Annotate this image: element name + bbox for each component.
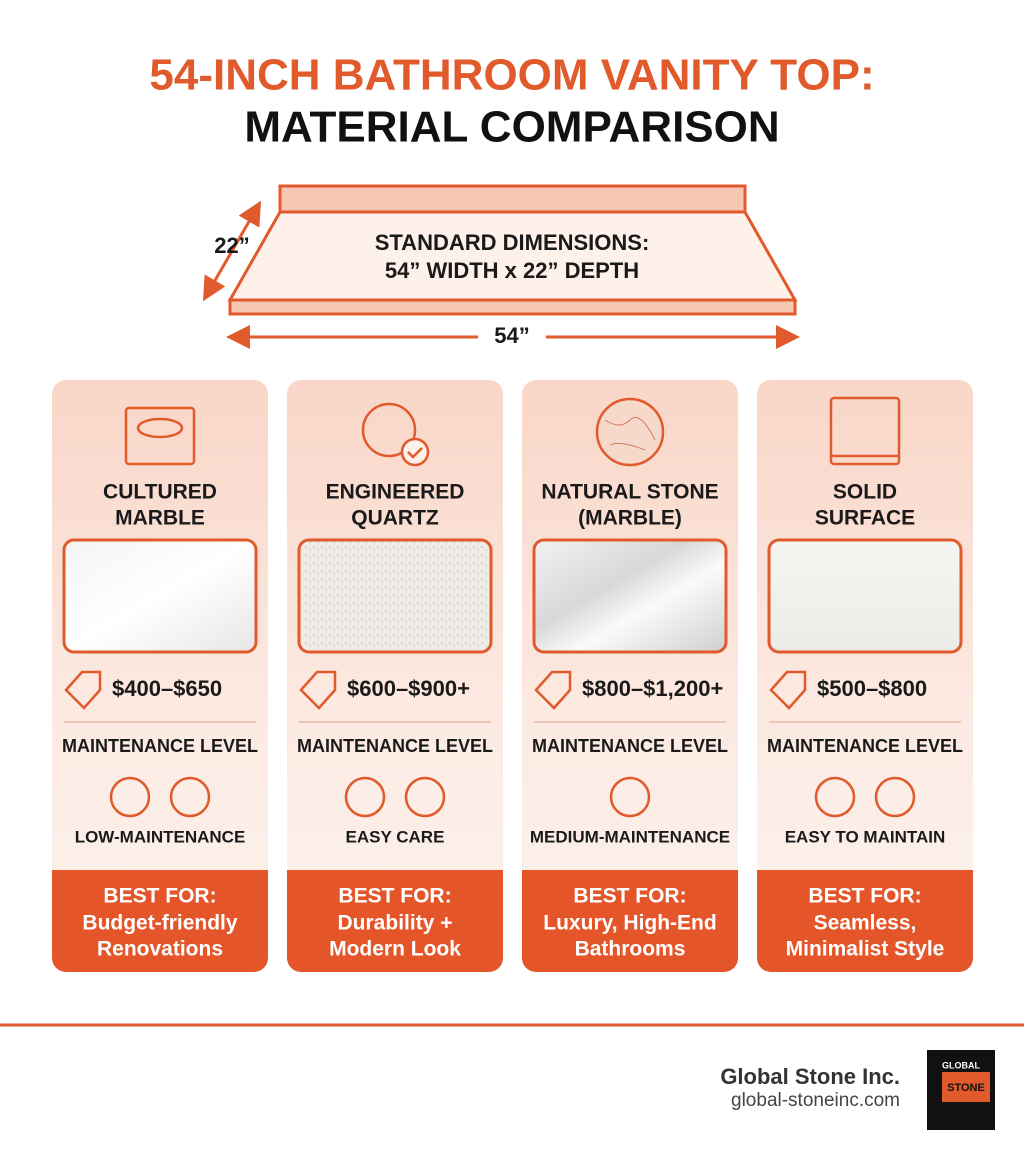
best-for-heading: BEST FOR: [338, 885, 451, 908]
company-url: global-stoneinc.com [731, 1090, 900, 1111]
maintenance-icon [109, 776, 151, 818]
maintenance-level: EASY CARE [346, 827, 445, 846]
material-name: QUARTZ [351, 507, 439, 530]
best-for-text: Budget-friendly [82, 912, 237, 935]
icon [407, 447, 423, 459]
price-tag-icon [64, 670, 102, 710]
dimension-caption: 54” WIDTH x 22” DEPTH [385, 258, 639, 283]
material-name: SOLID [833, 481, 897, 504]
icon [361, 402, 417, 458]
title-line: MATERIAL COMPARISON [244, 103, 779, 152]
maintenance-level: LOW-MAINTENANCE [75, 827, 246, 846]
slab-diagram [202, 184, 800, 349]
logo-text: GLOBAL [942, 1060, 980, 1070]
icon [136, 417, 184, 439]
material-swatch [532, 538, 728, 654]
best-for-heading: BEST FOR: [808, 885, 921, 908]
material-card: CULTURED MARBLE $400–$650 MAINTENANCE LEVEL… [52, 380, 268, 972]
material-name: NATURAL STONE [541, 481, 718, 504]
best-for-text: Luxury, High-End [543, 912, 716, 935]
width-label: 54” [494, 323, 529, 348]
best-for-text: Seamless, [814, 912, 917, 935]
best-for-heading: BEST FOR: [103, 885, 216, 908]
material-name: ENGINEERED [326, 481, 465, 504]
material-swatch [297, 538, 493, 654]
maintenance-level: MEDIUM-MAINTENANCE [530, 827, 730, 846]
best-for-heading: BEST FOR: [573, 885, 686, 908]
price: $800–$1,200+ [582, 676, 723, 701]
price-tag-icon [769, 670, 807, 710]
material-card: ENGINEERED QUARTZ $600–$900+ MAINTENANCE LE… [287, 380, 503, 972]
maintenance-icon [344, 776, 386, 818]
icon [604, 417, 656, 451]
material-card: NATURAL STONE (MARBLE) $800–$1,200+ MAINTEN… [522, 380, 738, 972]
material-card: SOLID SURFACE $500–$800 MAINTENANCE LEVEL EA… [757, 380, 973, 972]
icon [124, 406, 196, 466]
card-background [522, 380, 738, 972]
maintenance-label: MAINTENANCE LEVEL [297, 736, 493, 756]
logo-shape [942, 1072, 990, 1102]
price-tag-icon [534, 670, 572, 710]
material-name: SURFACE [815, 507, 915, 530]
icon [595, 397, 665, 467]
best-for-text: Minimalist Style [786, 938, 945, 961]
cards: CULTURED MARBLE $400–$650 MAINTENANCE LEVEL… [52, 380, 973, 972]
price: $500–$800 [817, 676, 927, 701]
maintenance-icon [169, 776, 211, 818]
maintenance-label: MAINTENANCE LEVEL [767, 736, 963, 756]
card-background [287, 380, 503, 972]
material-swatch [62, 538, 258, 654]
icon [400, 437, 430, 467]
price: $400–$650 [112, 676, 222, 701]
maintenance-level: EASY TO MAINTAIN [785, 827, 946, 846]
dimension-caption: STANDARD DIMENSIONS: [375, 230, 650, 255]
material-name: (MARBLE) [578, 507, 682, 530]
depth-label: 22” [214, 233, 249, 258]
best-for-box [757, 870, 973, 972]
best-for-box [52, 870, 268, 972]
material-swatch [767, 538, 963, 654]
material-name: CULTURED [103, 481, 217, 504]
maintenance-label: MAINTENANCE LEVEL [62, 736, 258, 756]
icon [829, 396, 901, 466]
card-background [757, 380, 973, 972]
maintenance-icon [609, 776, 651, 818]
best-for-text: Durability + [338, 912, 453, 935]
card-background [52, 380, 268, 972]
maintenance-icon [874, 776, 916, 818]
best-for-box [287, 870, 503, 972]
best-for-text: Modern Look [329, 938, 461, 961]
best-for-text: Bathrooms [575, 938, 686, 961]
price-tag-icon [299, 670, 337, 710]
price: $600–$900+ [347, 676, 470, 701]
maintenance-icon [814, 776, 856, 818]
best-for-text: Renovations [97, 938, 223, 961]
title-line: 54-INCH BATHROOM VANITY TOP: [149, 51, 874, 100]
maintenance-label: MAINTENANCE LEVEL [532, 736, 728, 756]
material-name: MARBLE [115, 507, 205, 530]
logo-text: STONE [947, 1082, 985, 1094]
company-name: Global Stone Inc. [720, 1064, 900, 1089]
best-for-box [522, 870, 738, 972]
maintenance-icon [404, 776, 446, 818]
